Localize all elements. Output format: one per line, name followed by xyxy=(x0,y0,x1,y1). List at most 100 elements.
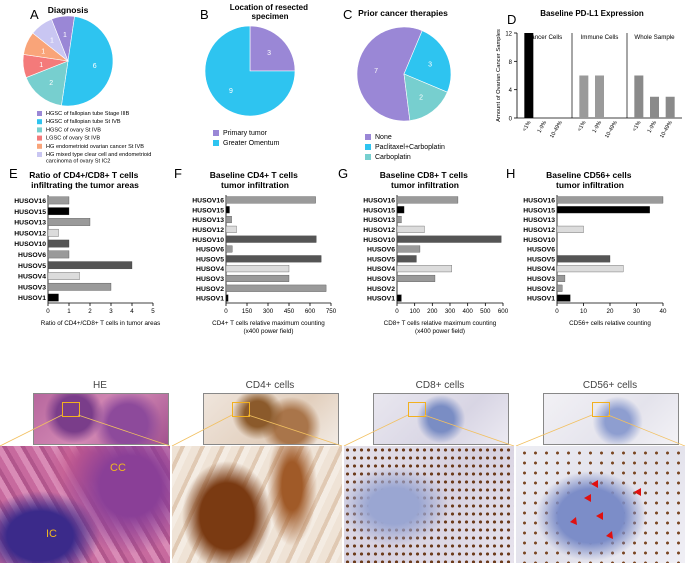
x-tick-label: 750 xyxy=(326,308,337,315)
group-label: Whole Sample xyxy=(634,34,675,41)
category-label: HUSOV10 xyxy=(14,241,46,248)
y-tick-label: 4 xyxy=(509,88,513,94)
group-label: Cancer Cells xyxy=(527,34,562,41)
bar xyxy=(225,245,233,253)
bar xyxy=(396,245,421,253)
pie-c: 7 3 2 xyxy=(356,26,452,122)
hbar-g-title-line-1: Baseline CD8+ T cells xyxy=(380,170,468,180)
legend-label: HG endometrioid ovarian cancer St IVB xyxy=(46,144,144,150)
micrograph-title-cd8: CD8+ cells xyxy=(415,380,465,391)
bar xyxy=(47,282,112,291)
bar xyxy=(556,265,624,273)
x-tick-label: 10-49% xyxy=(659,120,674,140)
x-axis-label: CD4+ T cells relative maximum counting xyxy=(212,320,325,327)
category-label: HUSOV16 xyxy=(363,198,395,205)
legend-label: Carboplatin xyxy=(375,154,411,161)
panel-letter-f: F xyxy=(174,166,182,181)
legend-swatch xyxy=(37,127,42,133)
category-label: HUSOV12 xyxy=(14,230,46,237)
bar xyxy=(225,225,237,233)
bar xyxy=(396,196,459,204)
bar xyxy=(650,96,659,118)
category-label: HUSOV6 xyxy=(18,252,46,259)
category-label: HUSOV15 xyxy=(192,207,224,214)
x-tick-label: <1% xyxy=(632,120,643,133)
pie-b-title-line-1: Location of resected xyxy=(230,3,308,12)
bar xyxy=(634,75,644,118)
micrograph-large-cd8 xyxy=(344,446,514,563)
bar xyxy=(556,294,571,302)
arrowhead-2 xyxy=(634,488,641,496)
micrograph-title-he: HE xyxy=(93,380,107,391)
category-label: HUSOV12 xyxy=(192,227,224,234)
x-tick-label: 20 xyxy=(607,308,614,315)
hbar-e-title-line-2: infiltrating the tumor areas xyxy=(31,180,139,190)
category-label: HUSOV1 xyxy=(196,296,224,303)
category-label: HUSOV4 xyxy=(367,266,395,273)
category-label: HUSOV3 xyxy=(196,276,224,283)
x-tick-label: <1% xyxy=(577,120,588,133)
legend-swatch xyxy=(37,119,42,125)
bar xyxy=(396,206,405,214)
pie-slice xyxy=(25,60,69,106)
category-label: HUSOV5 xyxy=(527,256,555,263)
pie-c-legend: None Paclitaxel+Carboplatin Carboplatin xyxy=(365,134,445,161)
y-axis-label: Amount of Ovarian Cancer Samples xyxy=(496,29,502,122)
pie-c-title: Prior cancer therapies xyxy=(358,8,448,18)
bar xyxy=(396,216,402,224)
hbar-e-title-line-1: Ratio of CD4+/CD8+ T cells xyxy=(29,170,138,180)
category-label: HUSOV10 xyxy=(523,237,555,244)
bar xyxy=(579,75,589,118)
category-label: HUSOV3 xyxy=(367,276,395,283)
pie-value-label: 1 xyxy=(63,32,67,39)
category-label: HUSOV6 xyxy=(367,247,395,254)
pie-b: 39 xyxy=(204,25,296,117)
pie-slice xyxy=(249,25,296,72)
panel-b: Location of resected specimen 39 Primary… xyxy=(204,3,308,147)
micrograph-thumb-he xyxy=(33,393,169,445)
pie-value-label: 2 xyxy=(419,94,423,101)
pie-value-label: 2 xyxy=(49,80,53,87)
hbar-h: HUSOV16 HUSOV15 HUSOV13 HUSOV12 HUSOV10 HUSOV… xyxy=(523,195,667,327)
legend-label: HGSC of fallopian tube St IVB xyxy=(46,119,121,125)
legend-label: Greater Omentum xyxy=(223,140,280,147)
panel-letter-a: A xyxy=(30,7,39,22)
micrograph-large-he xyxy=(0,446,170,563)
x-tick-label: <1% xyxy=(522,120,533,133)
bar xyxy=(556,225,584,233)
legend-swatch xyxy=(37,111,42,116)
cd56-arrows xyxy=(570,480,641,539)
legend-label: Primary tumor xyxy=(223,130,268,137)
annotation-cc: CC xyxy=(110,462,126,474)
category-label: HUSOV1 xyxy=(527,296,555,303)
x-tick-label: 1 xyxy=(67,308,71,315)
x-tick-label: 500 xyxy=(480,308,491,315)
panel-e: Ratio of CD4+/CD8+ T cells infiltrating … xyxy=(14,170,160,327)
bar xyxy=(225,274,290,282)
panel-f: Baseline CD4+ T cells tumor infiltration… xyxy=(192,170,336,335)
bar xyxy=(225,196,316,204)
category-label: HUSOV13 xyxy=(14,220,46,227)
bar xyxy=(396,255,417,263)
pie-slice xyxy=(32,18,69,62)
bar xyxy=(665,96,675,118)
pie-value-label: 1 xyxy=(41,48,45,55)
arrowhead-6 xyxy=(606,531,613,539)
category-label: HUSOV1 xyxy=(18,295,46,302)
category-label: HUSOV10 xyxy=(192,237,224,244)
legend-swatch xyxy=(365,154,371,160)
y-tick-label: 0 xyxy=(509,117,513,123)
arrowhead-4 xyxy=(596,512,603,520)
x-tick-label: 10-49% xyxy=(604,120,619,140)
x-tick-label: 300 xyxy=(263,308,274,315)
bar xyxy=(47,261,133,270)
zoom-box-he xyxy=(62,402,80,417)
y-tick-label: 12 xyxy=(505,32,512,38)
bar-d-title: Baseline PD-L1 Expression xyxy=(540,9,644,18)
x-axis-label: Ratio of CD4+/CD8+ T cells in tumor area… xyxy=(41,320,160,327)
bar xyxy=(396,225,425,233)
